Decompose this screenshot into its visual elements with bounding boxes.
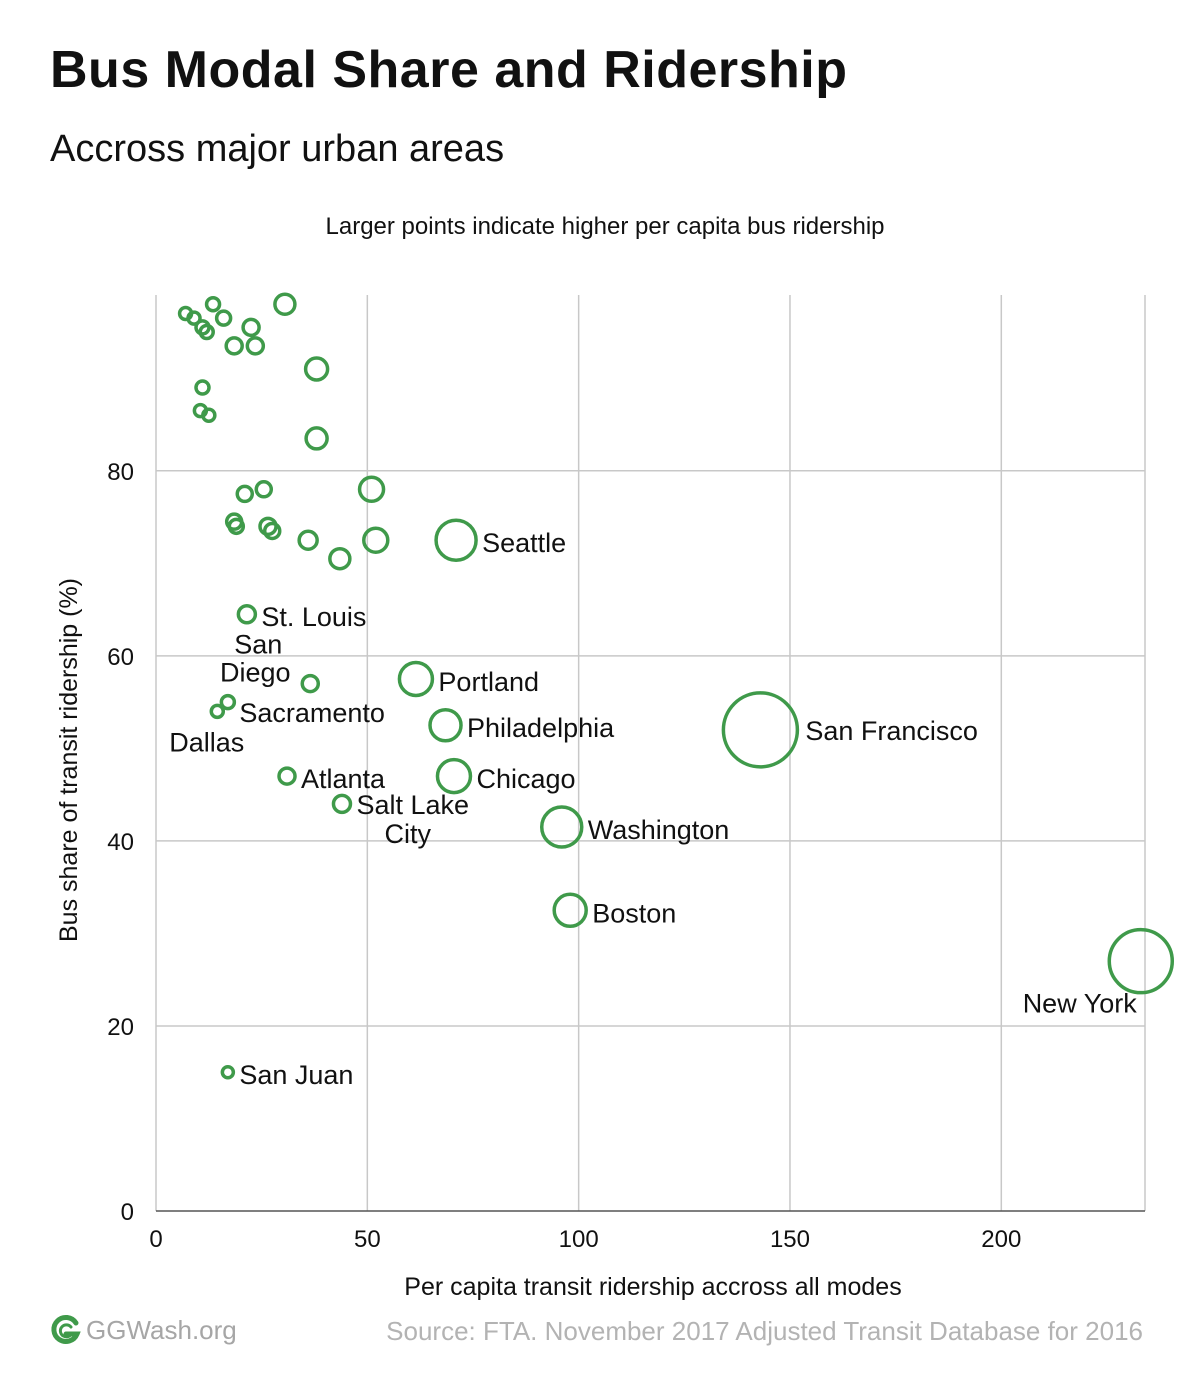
point-label: Boston [592, 898, 676, 928]
data-point [300, 673, 321, 694]
data-point [721, 691, 800, 769]
data-point [236, 603, 258, 625]
point-label: Seattle [482, 528, 566, 558]
data-point [331, 793, 353, 815]
y-axis-label: Bus share of transit ridership (%) [55, 578, 83, 942]
data-point [214, 309, 233, 327]
data-point [273, 292, 297, 317]
data-point [220, 1064, 236, 1080]
data-point [435, 757, 473, 795]
point-label: Salt Lake City [356, 790, 469, 849]
chart-note: Larger points indicate higher per capita… [326, 213, 885, 240]
point-label: San Juan [239, 1060, 353, 1090]
point-label: San Francisco [805, 716, 978, 746]
data-points [177, 292, 1175, 1080]
data-point [186, 310, 202, 326]
x-tick-label: 100 [559, 1226, 599, 1253]
data-point [241, 317, 261, 338]
data-point [277, 766, 297, 786]
point-label: Atlanta [301, 764, 386, 794]
point-label: Dallas [169, 727, 244, 757]
data-point [328, 546, 352, 571]
data-point [201, 407, 217, 424]
data-point [209, 703, 226, 720]
data-point [227, 517, 246, 536]
point-label: New York [1023, 989, 1138, 1019]
x-tick-label: 150 [770, 1226, 810, 1253]
y-tick-label: 80 [107, 459, 134, 486]
data-point [219, 693, 237, 711]
data-point [1107, 927, 1175, 995]
point-label: San Diego [220, 630, 291, 688]
grid-lines [155, 295, 1146, 1211]
data-point [434, 518, 478, 562]
point-label: Washington [588, 815, 730, 845]
data-point [304, 426, 329, 451]
ggwash-logo-icon [51, 1315, 81, 1344]
ggwash-logo[interactable]: GGWash.org [50, 1314, 237, 1346]
logo-text: GGWash.org [86, 1314, 237, 1345]
y-tick-label: 60 [107, 644, 134, 671]
y-tick-label: 40 [107, 829, 134, 856]
data-point [254, 480, 274, 499]
data-point [262, 521, 282, 541]
data-point [357, 475, 386, 504]
chart-subtitle: Accross major urban areas [50, 128, 505, 170]
data-point [552, 892, 588, 929]
point-label: Philadelphia [467, 713, 615, 743]
data-point [198, 323, 215, 341]
chart-title: Bus Modal Share and Ridership [50, 41, 848, 99]
point-label: Sacramento [239, 698, 385, 728]
source-note: Source: FTA. November 2017 Adjusted Tran… [386, 1316, 1143, 1346]
data-point [297, 529, 319, 551]
point-label: Portland [438, 667, 539, 697]
point-label: St. Louis [261, 602, 366, 632]
data-point [224, 336, 244, 356]
data-point [303, 356, 330, 382]
data-point [194, 379, 211, 396]
data-point [235, 484, 255, 504]
data-point [428, 707, 463, 743]
x-tick-label: 50 [354, 1226, 381, 1253]
data-point [245, 336, 266, 356]
data-point [397, 660, 435, 698]
x-tick-label: 0 [149, 1226, 162, 1253]
data-point [362, 526, 390, 554]
axes: 0 50 100 150 200 0 20 40 60 80 [107, 459, 1145, 1253]
x-tick-label: 200 [981, 1226, 1021, 1253]
point-label: Chicago [476, 764, 575, 794]
data-point [539, 805, 584, 849]
data-point [204, 296, 222, 313]
x-axis-label: Per capita transit ridership accross all… [404, 1273, 901, 1301]
y-tick-label: 0 [121, 1199, 134, 1226]
y-tick-label: 20 [107, 1014, 134, 1041]
point-labels: San Francisco New York Seattle St. Louis Por… [169, 528, 1137, 1090]
